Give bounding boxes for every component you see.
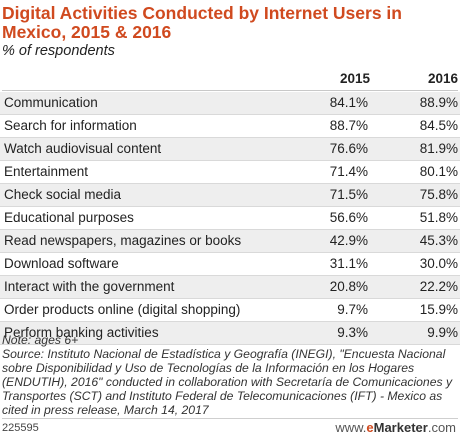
value-2015: 9.3% bbox=[337, 325, 368, 340]
table-row: Order products online (digital shopping)… bbox=[0, 299, 460, 322]
row-label: Entertainment bbox=[4, 164, 89, 179]
chart-id: 225595 bbox=[2, 422, 39, 434]
table-row: Watch audiovisual content 76.6% 81.9% bbox=[0, 138, 460, 161]
value-2016: 45.3% bbox=[419, 233, 458, 248]
value-2015: 31.1% bbox=[329, 256, 368, 271]
value-2015: 71.4% bbox=[329, 164, 368, 179]
value-2016: 80.1% bbox=[419, 164, 458, 179]
row-label: Read newspapers, magazines or books bbox=[4, 233, 242, 248]
table-row: Interact with the government 20.8% 22.2% bbox=[0, 276, 460, 299]
value-2015: 71.5% bbox=[329, 187, 368, 202]
value-2015: 42.9% bbox=[329, 233, 368, 248]
value-2015: 9.7% bbox=[337, 302, 368, 317]
table-row: Search for information 88.7% 84.5% bbox=[0, 115, 460, 138]
table-row: Check social media 71.5% 75.8% bbox=[0, 184, 460, 207]
emarketer-logo: www.eMarketer.com bbox=[335, 420, 456, 435]
row-label: Educational purposes bbox=[4, 210, 134, 225]
header-divider bbox=[2, 90, 458, 91]
column-header-2015: 2015 bbox=[339, 71, 370, 86]
row-label: Search for information bbox=[4, 118, 137, 133]
source-notes: Note: ages 6+ Source: Instituto Nacional … bbox=[2, 333, 453, 417]
footer-divider bbox=[2, 418, 458, 419]
value-2015: 88.7% bbox=[329, 118, 368, 133]
value-2015: 56.6% bbox=[329, 210, 368, 225]
row-label: Watch audiovisual content bbox=[4, 141, 162, 156]
chart-subtitle: % of respondents bbox=[2, 43, 115, 59]
value-2015: 76.6% bbox=[329, 141, 368, 156]
table-row: Read newspapers, magazines or books 42.9%… bbox=[0, 230, 460, 253]
value-2016: 30.0% bbox=[419, 256, 458, 271]
value-2015: 84.1% bbox=[329, 95, 368, 110]
row-label: Order products online (digital shopping) bbox=[4, 302, 241, 317]
table-row: Download software 31.1% 30.0% bbox=[0, 253, 460, 276]
table-row: Perform banking activities 9.3% 9.9% bbox=[0, 322, 460, 345]
row-label: Perform banking activities bbox=[4, 325, 159, 340]
row-label: Interact with the government bbox=[4, 279, 175, 294]
value-2016: 84.5% bbox=[419, 118, 458, 133]
value-2016: 15.9% bbox=[419, 302, 458, 317]
value-2016: 9.9% bbox=[427, 325, 458, 340]
table-row: Communication 84.1% 88.9% bbox=[0, 92, 460, 115]
value-2016: 51.8% bbox=[419, 210, 458, 225]
value-2015: 20.8% bbox=[329, 279, 368, 294]
row-label: Download software bbox=[4, 256, 119, 271]
row-label: Check social media bbox=[4, 187, 122, 202]
table-row: Educational purposes 56.6% 51.8% bbox=[0, 207, 460, 230]
value-2016: 75.8% bbox=[419, 187, 458, 202]
value-2016: 88.9% bbox=[419, 95, 458, 110]
column-header-2016: 2016 bbox=[427, 71, 458, 86]
chart-title: Digital Activities Conducted by Internet… bbox=[2, 3, 402, 42]
row-label: Communication bbox=[4, 95, 98, 110]
value-2016: 22.2% bbox=[419, 279, 458, 294]
table-row: Entertainment 71.4% 80.1% bbox=[0, 161, 460, 184]
value-2016: 81.9% bbox=[419, 141, 458, 156]
